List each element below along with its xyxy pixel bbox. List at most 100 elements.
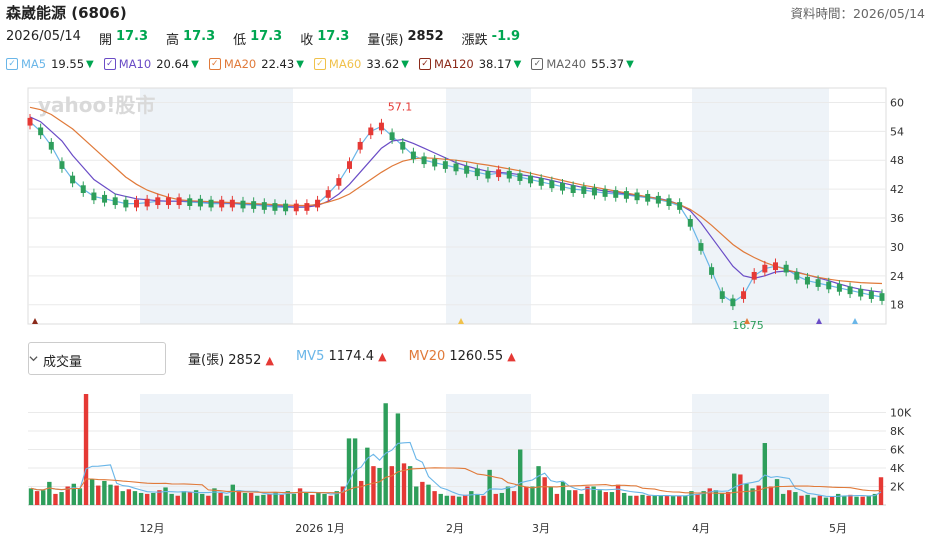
candle: [229, 199, 235, 208]
volume-bar: [377, 468, 382, 505]
volume-bar: [279, 494, 284, 505]
candle: [570, 185, 576, 193]
candle: [80, 185, 86, 193]
candle: [879, 293, 885, 301]
x-tick-label: 2026 1月: [295, 522, 345, 535]
volume-bar: [297, 488, 303, 505]
signal-marker: [852, 318, 858, 324]
candle: [155, 197, 161, 206]
y-tick-label: 24: [890, 270, 904, 283]
volume-bar: [811, 497, 816, 505]
volume-legend: 量(張) 2852 ▲ MV5 1174.4 ▲ MV20 1260.55 ▲: [188, 349, 538, 368]
volume-bar: [835, 493, 841, 505]
candle: [687, 219, 693, 227]
volume-legend-label: 量(張): [188, 353, 229, 368]
volume-bar: [346, 438, 352, 505]
ma-toggle-ma5[interactable]: ✓ MA5 19.55 ▼: [6, 57, 94, 71]
volume-bar: [707, 488, 712, 505]
candle: [27, 117, 33, 126]
ma-label: MA240: [546, 57, 587, 71]
volume-bar: [799, 495, 804, 505]
volume-bar: [548, 486, 553, 505]
volume-bar: [456, 496, 462, 505]
volume-bar: [487, 469, 492, 505]
candle: [336, 178, 342, 186]
volume-bar: [652, 495, 657, 505]
month-band: [692, 88, 829, 324]
quote-bar: 2026/05/14 開 17.3 高 17.3 低 17.3 收 17.3 量…: [6, 29, 524, 48]
ma-toggle-ma120[interactable]: ✓ MA120 38.17 ▼: [418, 57, 521, 71]
volume-bar: [817, 495, 823, 505]
candle: [698, 243, 704, 251]
checkbox-icon[interactable]: ✓: [6, 58, 18, 70]
volume-bar: [206, 495, 211, 505]
checkbox-icon[interactable]: ✓: [103, 58, 116, 70]
indicator-select-value: 成交量: [43, 355, 83, 370]
volume-bar: [566, 490, 572, 505]
volume-bar: [426, 484, 431, 505]
candle: [591, 187, 597, 196]
volume-bar: [83, 394, 89, 505]
volume-bar: [114, 485, 119, 505]
checkbox-icon[interactable]: ✓: [208, 58, 221, 70]
volume-bar: [316, 492, 321, 505]
close-label: 收: [300, 33, 314, 48]
volume-bar: [53, 493, 58, 505]
volume-bar: [481, 495, 486, 505]
candle: [208, 199, 214, 208]
volume-bar: [144, 493, 150, 505]
volume-bar: [200, 493, 205, 505]
volume-bar: [273, 492, 278, 505]
volume-bar: [725, 492, 731, 505]
volume-bar: [401, 463, 407, 505]
low-label: 低: [233, 33, 247, 48]
checkbox-icon[interactable]: ✓: [531, 58, 544, 70]
volume-bar: [120, 491, 125, 505]
candle: [836, 284, 842, 292]
volume-bar: [169, 493, 174, 505]
volume-bar: [322, 493, 327, 505]
volume-bar: [585, 486, 590, 505]
candle: [187, 198, 193, 206]
volume-bar: [395, 413, 401, 505]
up-arrow-icon: ▲: [265, 354, 274, 367]
checkbox-icon[interactable]: ✓: [313, 58, 326, 70]
candle: [538, 178, 544, 186]
candle: [378, 122, 384, 131]
volume-bar: [768, 486, 774, 505]
signal-marker: [458, 318, 464, 324]
candle: [48, 141, 54, 150]
volume-bar: [744, 483, 749, 505]
candle: [464, 166, 470, 174]
ma-label: MA5: [21, 57, 47, 71]
volume-bar: [866, 495, 871, 505]
checkbox-icon[interactable]: ✓: [418, 58, 431, 70]
ma-toggle-ma60[interactable]: ✓ MA60 33.62 ▼: [313, 57, 409, 71]
volume-bar: [151, 492, 156, 505]
x-tick-label: 5月: [829, 522, 847, 535]
volume-bar: [640, 494, 645, 505]
ma-toggle-ma20[interactable]: ✓ MA20 22.43 ▼: [208, 57, 304, 71]
x-tick-label: 12月: [140, 522, 165, 535]
volume-bar: [285, 491, 291, 505]
candle: [357, 141, 363, 150]
volume-bar: [475, 493, 480, 505]
volume-bar: [310, 494, 315, 505]
candle: [134, 199, 139, 208]
candle: [783, 264, 789, 273]
volume-bar: [365, 447, 370, 505]
volume-bar: [371, 466, 376, 505]
volume-bar: [848, 494, 853, 505]
candle: [506, 170, 512, 179]
ma-toggle-ma240[interactable]: ✓ MA240 55.37 ▼: [531, 57, 634, 71]
candle: [485, 170, 491, 179]
candle: [868, 291, 874, 299]
candle: [741, 291, 747, 299]
volume-bar: [542, 477, 547, 505]
candle: [261, 202, 267, 210]
ma-toggle-ma10[interactable]: ✓ MA10 20.64 ▼: [103, 57, 199, 71]
volume-bar: [756, 485, 761, 505]
indicator-select[interactable]: 成交量: [28, 342, 166, 375]
volume-bar: [359, 480, 364, 505]
volume-legend-value: 1260.55: [449, 349, 508, 364]
